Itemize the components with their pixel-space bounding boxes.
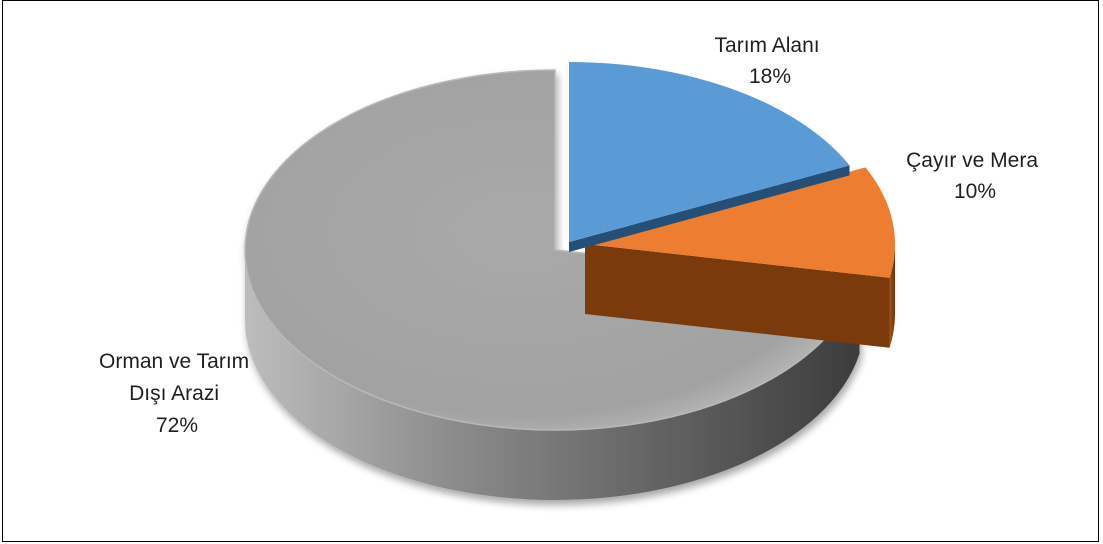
label-orman-percent: 72% xyxy=(156,414,198,437)
label-cayir-mera-percent: 10% xyxy=(954,180,996,203)
slice-orman-tarim-disi-side xyxy=(245,250,860,500)
label-orman-name-line2: Dışı Arazi xyxy=(129,382,219,405)
label-orman: Orman ve Tarım Dışı Arazi 72% xyxy=(99,350,255,437)
slice-cayir-mera-cut-face xyxy=(585,244,890,348)
slice-tarim-alani-cut-face xyxy=(569,165,850,252)
label-orman-name-line1: Orman ve Tarım xyxy=(99,350,249,373)
slice-cayir-mera-side xyxy=(889,244,895,348)
label-tarim-alani-name: Tarım Alanı xyxy=(715,34,820,57)
slice-cayir-mera xyxy=(585,167,895,348)
label-tarim-alani-percent: 18% xyxy=(749,65,791,88)
slice-tarim-alani xyxy=(569,62,850,252)
slice-tarim-alani-top xyxy=(569,62,850,242)
label-cayir-mera: Çayır ve Mera 10% xyxy=(906,149,1044,203)
slice-orman-tarim-disi-top xyxy=(244,69,861,431)
label-cayir-mera-name: Çayır ve Mera xyxy=(906,149,1038,172)
slice-orman-tarim-disi xyxy=(244,69,861,500)
slice-cayir-mera-top xyxy=(585,167,895,278)
label-tarim-alani: Tarım Alanı 18% xyxy=(715,34,826,88)
